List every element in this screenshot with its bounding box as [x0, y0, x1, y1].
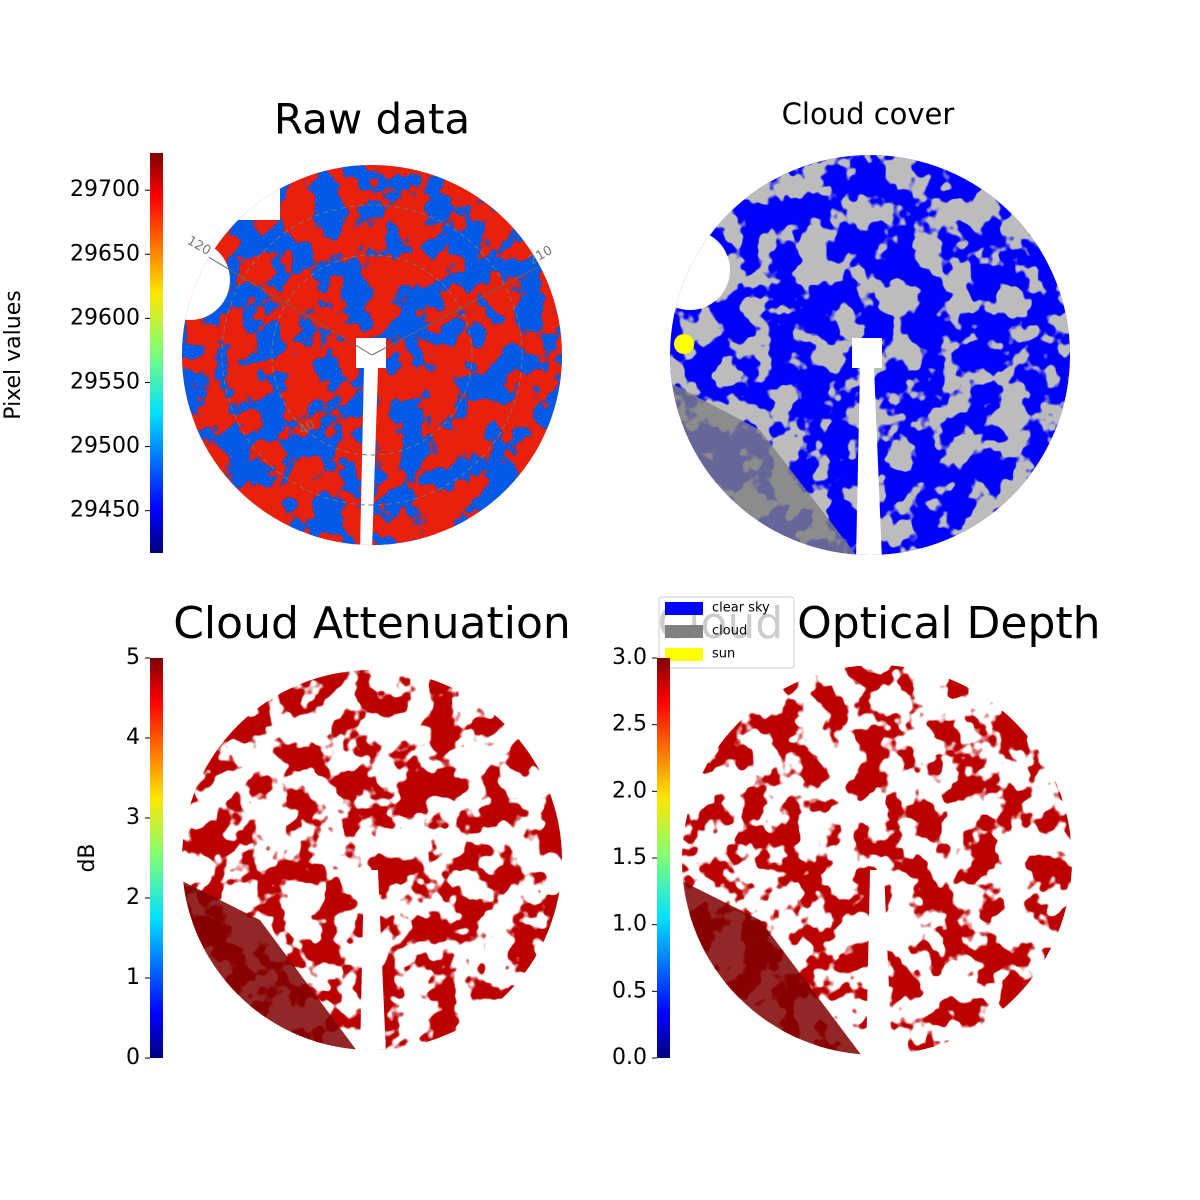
colorbar-tick-label: 29450 [70, 498, 140, 523]
legend-swatch [665, 648, 703, 661]
colorbar-tick-label: 3.0 [612, 645, 647, 670]
raw-image [182, 165, 562, 545]
colorbar-label: Pixel values [1, 290, 26, 419]
optical-depth-image [682, 665, 1072, 1055]
legend-label: cloud [712, 624, 747, 639]
colorbar-label: dB [75, 843, 100, 872]
polar-label: 210 [526, 243, 555, 268]
colorbar [150, 153, 163, 553]
colorbar-tick-label: 1.0 [612, 912, 647, 937]
panel-title: Cloud cover [782, 97, 955, 131]
colorbar-tick-label: 3 [126, 805, 140, 830]
colorbar-tick-label: 1.5 [612, 845, 647, 870]
legend-label: sun [712, 647, 735, 662]
cloud-cover-image [670, 155, 1070, 555]
colorbar-tick-label: 2.5 [612, 712, 647, 737]
panel-title: Raw data [274, 95, 470, 144]
colorbar-tick-label: 4 [126, 725, 140, 750]
colorbar-tick-label: 29650 [70, 241, 140, 266]
sun-marker [674, 334, 694, 354]
polar-label: 120 [184, 234, 213, 259]
colorbar-tick-label: 0.5 [612, 978, 647, 1003]
legend-swatch [665, 625, 703, 638]
colorbar-tick-label: 29500 [70, 434, 140, 459]
colorbar-tick-label: 29550 [70, 369, 140, 394]
colorbar [150, 658, 163, 1058]
polar-label: 40 [296, 417, 318, 438]
colorbar-tick-label: 2 [126, 885, 140, 910]
colorbar-tick-label: 2.0 [612, 778, 647, 803]
colorbar [657, 658, 670, 1058]
colorbar-tick-label: 0 [126, 1045, 140, 1070]
colorbar-tick-label: 5 [126, 645, 140, 670]
colorbar-tick-label: 29700 [70, 177, 140, 202]
legend-swatch [665, 602, 703, 615]
attenuation-image [182, 670, 562, 1050]
colorbar-tick-label: 29600 [70, 305, 140, 330]
colorbar-tick-label: 1 [126, 965, 140, 990]
colorbar-tick-label: 0.0 [612, 1045, 647, 1070]
panel-title: Cloud Attenuation [173, 598, 571, 649]
legend-label: clear sky [712, 601, 770, 616]
